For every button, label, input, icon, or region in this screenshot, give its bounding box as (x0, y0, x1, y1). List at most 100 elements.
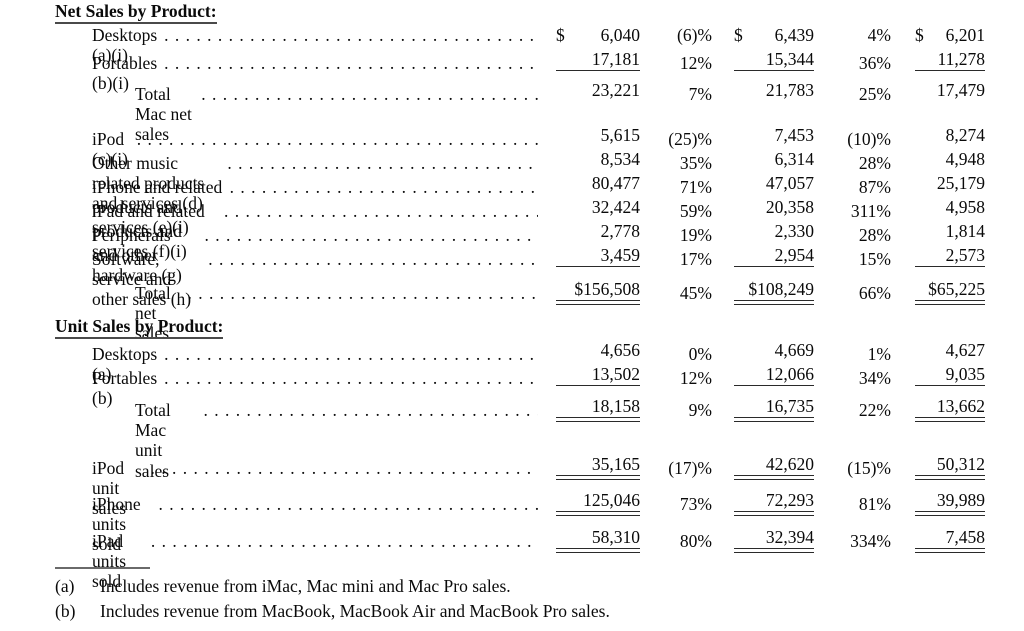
amount: 35,165 (591, 454, 640, 474)
table-row-desktops-net: Desktops (a)(i) . . . . . . . . . . . . .… (55, 25, 985, 65)
amount: 11,278 (937, 49, 985, 69)
amount: 17,479 (936, 80, 985, 100)
change-col2: (10)% (814, 129, 891, 150)
change-col2: 28% (814, 153, 891, 174)
value-col2: 47,057 (734, 173, 814, 194)
change-col1: 59% (640, 201, 712, 222)
dot-leader: . . . . . . . . . . . . . . . . . . . . … (204, 225, 538, 246)
section-header-unit-sales: Unit Sales by Product: (55, 316, 985, 340)
percent: (6)% (677, 25, 712, 45)
amount: 2,330 (774, 221, 814, 241)
value-col1: 13,502 (556, 364, 640, 387)
percent: 36% (858, 53, 891, 74)
row-label-area: iPhone units sold . . . . . . . . . . . .… (55, 494, 556, 554)
row-label-area: Desktops (a) . . . . . . . . . . . . . . … (55, 344, 556, 384)
amount: 6,040 (600, 25, 640, 45)
percent: 12% (679, 53, 712, 74)
table-row-peripherals: Peripherals and other hardware (g) . . . … (55, 221, 985, 285)
value-col1: 17,181 (556, 49, 640, 72)
row-label-area: iPod (c)(i) . . . . . . . . . . . . . . .… (55, 129, 556, 169)
percent: 7% (688, 84, 712, 105)
percent: 4% (867, 25, 891, 45)
dot-leader: . . . . . . . . . . . . . . . . . . . . … (187, 283, 538, 304)
row-label: Total Mac unit sales (135, 400, 171, 481)
change-col1: (17)% (640, 458, 712, 479)
section-title: Net Sales by Product: (55, 1, 217, 25)
value-col2: 7,453 (734, 125, 814, 146)
value-col1: 80,477 (556, 173, 640, 194)
change-col1: 0% (640, 344, 712, 365)
amount: 23,221 (591, 80, 640, 100)
percent: 19% (679, 225, 712, 246)
value-col1: 2,778 (556, 221, 640, 242)
amount: $108,249 (748, 279, 814, 299)
amount: 4,669 (774, 340, 814, 360)
percent: 0% (688, 344, 712, 365)
row-label-area: Other music related products and service… (55, 153, 556, 213)
dot-leader: . . . . . . . . . . . . . . . . . . . . … (164, 53, 538, 74)
value-col1: 4,656 (556, 340, 640, 361)
percent: 25% (858, 84, 891, 105)
row-label: iPod (c)(i) (92, 129, 128, 170)
change-col2: (15)% (814, 458, 891, 479)
change-col2: 87% (814, 177, 891, 198)
amount: 4,656 (600, 340, 640, 360)
value-col3: $65,225 (915, 279, 985, 306)
change-col2: 36% (814, 53, 891, 74)
change-col1: (6)% (640, 25, 712, 46)
dot-leader: . . . . . . . . . . . . . . . . . . . . … (229, 177, 538, 198)
footnote-text: Includes revenue from iMac, Mac mini and… (100, 576, 511, 596)
percent: (15)% (847, 458, 891, 479)
amount: $156,508 (574, 279, 640, 299)
amount: 8,274 (945, 125, 985, 145)
change-col2: 15% (814, 249, 891, 270)
value-col3: 9,035 (915, 364, 985, 387)
table-row-ipad-net: iPad and related products and services (… (55, 197, 985, 261)
amount: 15,344 (765, 49, 814, 69)
change-col1: 73% (640, 494, 712, 515)
dot-leader: . . . . . . . . . . . . . . . . . . . . … (136, 129, 538, 150)
amount: 58,310 (591, 527, 640, 547)
value-col1: $156,508 (556, 279, 640, 306)
footnote-separator (55, 567, 150, 569)
row-label-area: Total Mac net sales . . . . . . . . . . .… (55, 84, 556, 144)
dot-leader: . . . . . . . . . . . . . . . . . . . . … (227, 153, 538, 174)
amount: 16,735 (765, 396, 814, 416)
row-label: iPhone units sold (92, 494, 141, 555)
value-col3: 25,179 (915, 173, 985, 194)
row-label: iPad units sold (92, 531, 127, 592)
amount: 20,358 (765, 197, 814, 217)
value-col2: 2,330 (734, 221, 814, 242)
row-label-area: Desktops (a)(i) . . . . . . . . . . . . .… (55, 25, 556, 65)
amount: 125,046 (583, 490, 640, 510)
dollar-sign: $ (915, 25, 924, 45)
table-row-iphone-units-sold: iPhone units sold . . . . . . . . . . . .… (55, 490, 985, 554)
dot-leader: . . . . . . . . . . . . . . . . . . . . … (164, 368, 538, 389)
amount: 21,783 (765, 80, 814, 100)
amount: 2,778 (600, 221, 640, 241)
change-col1: 45% (640, 283, 712, 304)
amount: 8,534 (600, 149, 640, 169)
amount: 6,439 (774, 25, 814, 45)
amount: 7,453 (774, 125, 814, 145)
percent: 12% (679, 368, 712, 389)
value-col2: 12,066 (734, 364, 814, 387)
amount: 42,620 (765, 454, 814, 474)
amount: 47,057 (765, 173, 814, 193)
amount: 5,615 (600, 125, 640, 145)
value-col3: 1,814 (915, 221, 985, 242)
dot-leader: . . . . . . . . . . . . . . . . . . . . … (203, 400, 538, 421)
value-col2: 20,358 (734, 197, 814, 218)
row-label-area: Portables (b)(i) . . . . . . . . . . . . … (55, 53, 556, 93)
change-col2: 311% (814, 201, 891, 222)
section-header-net-sales: Net Sales by Product: (55, 1, 985, 25)
value-col3: 7,458 (915, 527, 985, 554)
value-col1: $6,040 (556, 25, 640, 46)
amount: 18,158 (591, 396, 640, 416)
amount: 4,627 (945, 340, 985, 360)
change-col1: 12% (640, 368, 712, 389)
amount: 6,201 (945, 25, 985, 45)
change-col2: 4% (814, 25, 891, 46)
amount: 6,314 (774, 149, 814, 169)
